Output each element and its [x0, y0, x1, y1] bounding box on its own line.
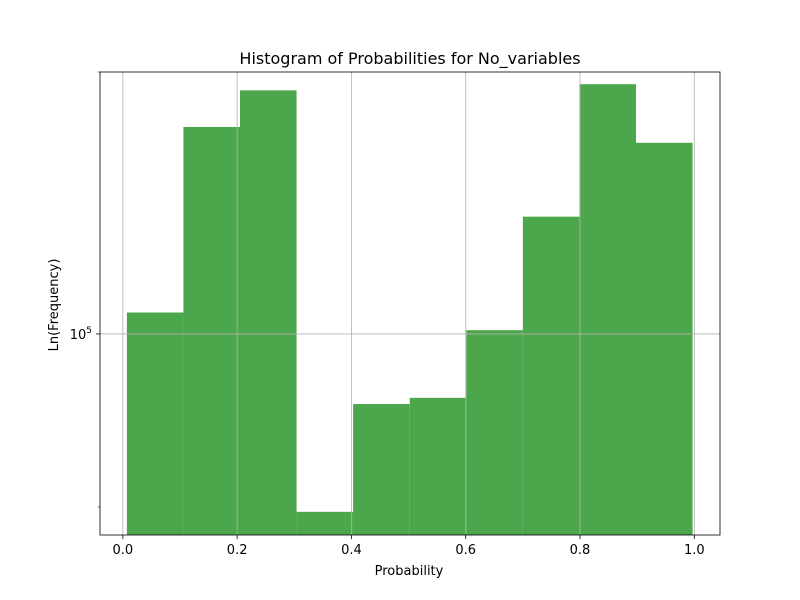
grid-group — [100, 72, 720, 535]
x-tick-label-4: 0.6 — [455, 543, 476, 558]
plot-frame — [99, 71, 721, 536]
x-tick-label-6: 1.0 — [684, 543, 705, 558]
x-tick-label-5: 0.8 — [570, 543, 591, 558]
histogram-bar-9 — [579, 84, 636, 536]
histogram-bar-5 — [353, 404, 410, 535]
x-tick-label-1: 0.0 — [113, 543, 134, 558]
y-tick-label-1: 105 — [70, 326, 92, 343]
histogram-bar-1 — [126, 312, 184, 535]
axes-group: 0.0 0.2 0.4 0.6 0.8 1.0 105 — [70, 71, 721, 558]
x-tick-label-2: 0.2 — [227, 543, 248, 558]
histogram-bar-3 — [240, 90, 297, 535]
histogram-bar-6 — [409, 397, 467, 535]
chart-title: Histogram of Probabilities for No_variab… — [239, 49, 580, 69]
histogram-bar-8 — [522, 216, 580, 535]
x-tick-label-3: 0.4 — [341, 543, 362, 558]
histogram-bar-2 — [183, 126, 240, 535]
x-axis-label: Probability — [375, 564, 444, 579]
bars-group — [126, 84, 693, 536]
histogram-bar-10 — [636, 142, 693, 536]
histogram-bar-7 — [466, 330, 523, 535]
y-axis-label: Ln(Frequency) — [47, 259, 62, 352]
histogram-bar-4 — [296, 511, 354, 535]
